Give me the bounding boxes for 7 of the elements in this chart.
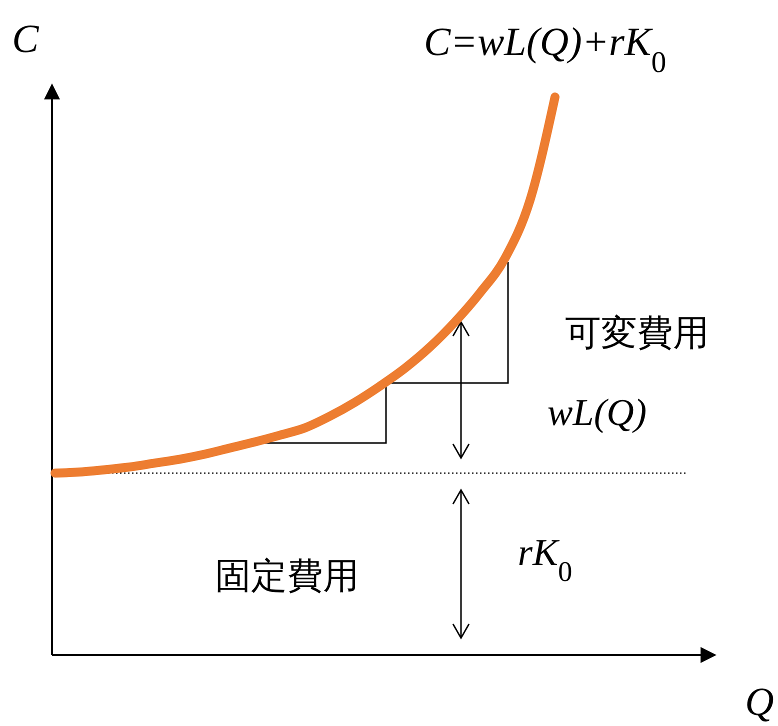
- annotation: wL(Q): [547, 392, 647, 434]
- x-axis-title: Q: [745, 679, 774, 724]
- annotation: 可変費用: [565, 313, 709, 354]
- annotation: rK$_{0}$: [518, 532, 572, 588]
- text: C=wL(Q)+rK$_{0}$: [424, 19, 666, 78]
- y-axis-title: C: [12, 16, 40, 61]
- annotation: 固定費用: [215, 556, 359, 597]
